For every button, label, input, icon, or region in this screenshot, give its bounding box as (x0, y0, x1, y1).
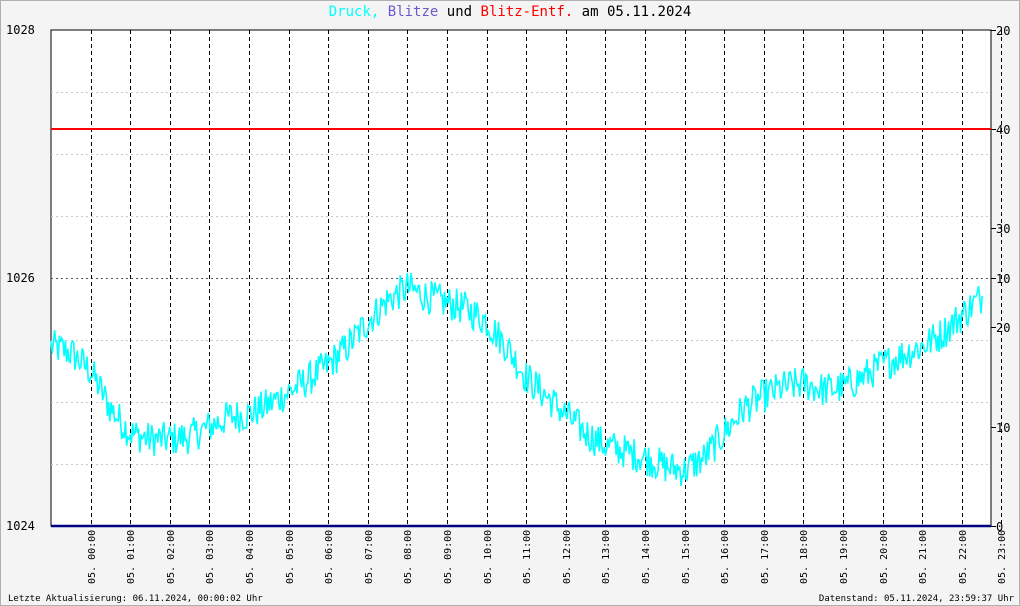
y-right-tick-label: 20 (996, 24, 1010, 38)
y-left-tick-label: 1026 (6, 271, 35, 285)
x-tick-label: 05. 07:00 (364, 530, 375, 584)
y-right-tick-label: 10 (996, 421, 1010, 435)
x-tick-label: 05. 13:00 (601, 530, 612, 584)
x-tick-label: 05. 17:00 (760, 530, 771, 584)
x-tick-label: 05. 14:00 (641, 530, 652, 584)
footer-data-status: Datenstand: 05.11.2024, 23:59:37 Uhr (818, 594, 1014, 604)
y-right-tick-label: 0 (996, 520, 1003, 534)
right-axis: 20 40 30 10 20 10 0 (991, 24, 1010, 534)
x-axis: 05. 00:00 05. 01:00 05. 02:00 05. 03:00 05. … (87, 530, 1008, 584)
druck-series-line (50, 272, 983, 487)
footer-last-update: Letzte Aktualisierung: 06.11.2024, 00:00… (8, 594, 263, 604)
chart-title: Druck, Blitze und Blitz-Entf. am 05.11.2… (0, 4, 1020, 20)
x-tick-label: 05. 09:00 (443, 530, 454, 584)
x-tick-label: 05. 00:00 (87, 530, 98, 584)
horizontal-gridlines (51, 92, 991, 465)
x-tick-label: 05. 10:00 (483, 530, 494, 584)
y-right-tick-label: 30 (996, 222, 1010, 236)
x-tick-label: 05. 08:00 (403, 530, 414, 584)
title-druck: Druck, (328, 4, 380, 20)
y-left-tick-label: 1028 (6, 23, 35, 37)
x-tick-label: 05. 21:00 (918, 530, 929, 584)
y-right-tick-label: 10 (996, 272, 1010, 286)
x-tick-label: 05. 22:00 (958, 530, 969, 584)
title-und: und (446, 4, 473, 20)
x-tick-label: 05. 18:00 (799, 530, 810, 584)
x-tick-label: 05. 06:00 (324, 530, 335, 584)
x-tick-label: 05. 05:00 (285, 530, 296, 584)
left-axis: 1028 1026 1024 (6, 23, 35, 533)
x-tick-label: 05. 20:00 (879, 530, 890, 584)
x-tick-label: 05. 16:00 (720, 530, 731, 584)
title-date: am 05.11.2024 (581, 4, 692, 20)
x-tick-label: 05. 01:00 (126, 530, 137, 584)
y-left-tick-label: 1024 (6, 519, 35, 533)
x-tick-label: 05. 03:00 (205, 530, 216, 584)
x-tick-label: 05. 19:00 (839, 530, 850, 584)
x-tick-label: 05. 12:00 (562, 530, 573, 584)
x-tick-label: 05. 23:00 (997, 530, 1008, 584)
x-tick-label: 05. 02:00 (166, 530, 177, 584)
title-blitz-entf: Blitz-Entf. (480, 4, 574, 20)
x-tick-label: 05. 04:00 (245, 530, 256, 584)
title-blitze: Blitze (387, 4, 439, 20)
x-tick-label: 05. 15:00 (681, 530, 692, 584)
y-right-tick-label: 40 (996, 123, 1010, 137)
series-layer (50, 128, 991, 528)
y-right-tick-label: 20 (996, 321, 1010, 335)
x-tick-label: 05. 11:00 (522, 530, 533, 584)
